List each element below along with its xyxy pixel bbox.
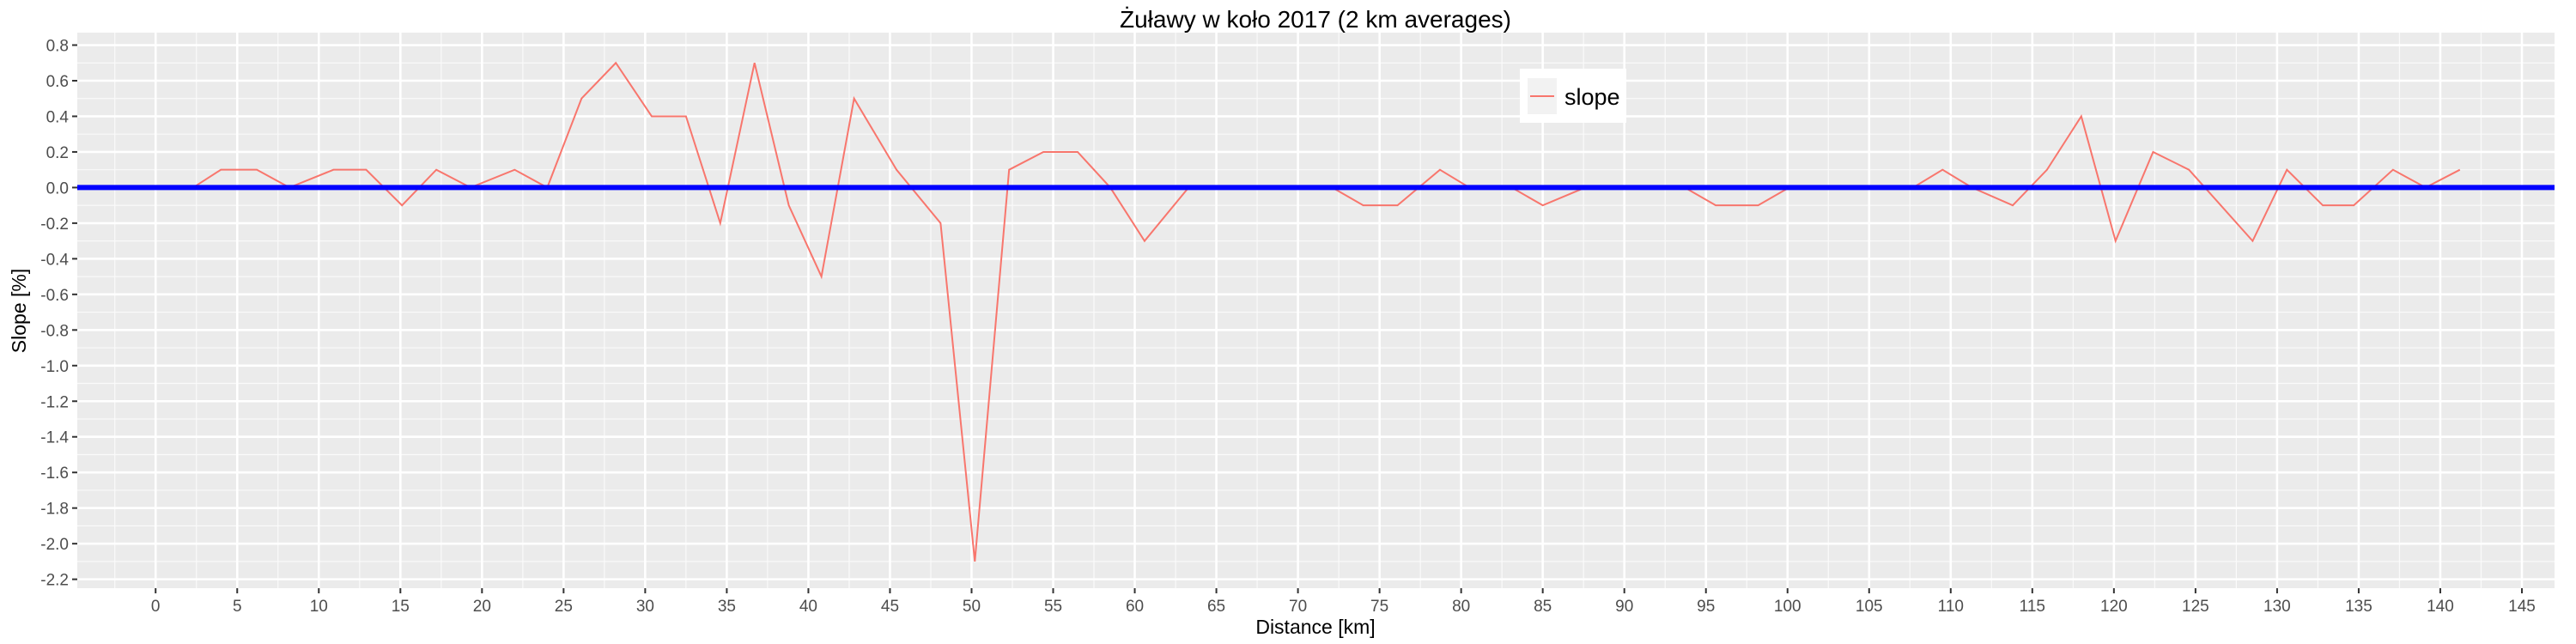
x-tick-label: 65 <box>1207 598 1225 616</box>
y-tick-label: 0.6 <box>46 73 69 91</box>
y-tick-label: -0.8 <box>40 322 69 340</box>
y-tick-label: -0.2 <box>40 216 69 234</box>
y-tick-label: -2.0 <box>40 536 69 554</box>
plot-panel <box>77 33 2555 588</box>
minor-gridlines <box>77 33 2555 588</box>
y-tick-label: 0.0 <box>46 179 69 197</box>
x-tick-label: 95 <box>1697 598 1715 616</box>
x-tick-label: 30 <box>636 598 654 616</box>
x-tick-label: 85 <box>1534 598 1552 616</box>
legend: slope <box>1520 69 1626 123</box>
x-tick-label: 110 <box>1938 598 1964 616</box>
chart-title: Żuławy w koło 2017 (2 km averages) <box>1120 6 1511 33</box>
y-axis-title: Slope [%] <box>8 269 30 353</box>
x-tick-label: 0 <box>151 598 161 616</box>
y-tick-label: -0.4 <box>40 251 69 269</box>
x-tick-label: 45 <box>881 598 899 616</box>
x-tick-label: 20 <box>473 598 491 616</box>
x-tick-label: 5 <box>233 598 242 616</box>
x-tick-label: 75 <box>1370 598 1388 616</box>
x-tick-label: 105 <box>1856 598 1883 616</box>
y-tick-label: -1.2 <box>40 393 69 411</box>
y-axis: 0.8 0.6 0.4 0.2 0.0 -0.2 -0.4 -0.6 -0.8 -1.0 -1.2 -… <box>40 38 77 590</box>
x-tick-label: 120 <box>2100 598 2128 616</box>
y-tick-label: -1.6 <box>40 465 69 483</box>
y-tick-label: -0.6 <box>40 287 69 305</box>
y-tick-label: 0.8 <box>46 38 69 56</box>
x-axis: 0 5 10 15 20 25 30 35 40 45 50 55 60 65 70 75 80 85 90 95 10… <box>151 588 2536 616</box>
y-tick-label: 0.4 <box>46 108 70 126</box>
x-tick-label: 40 <box>799 598 817 616</box>
x-tick-label: 145 <box>2508 598 2536 616</box>
x-axis-title: Distance [km] <box>1255 616 1375 638</box>
x-tick-label: 60 <box>1126 598 1144 616</box>
x-tick-label: 55 <box>1044 598 1062 616</box>
x-tick-label: 50 <box>963 598 981 616</box>
legend-label-slope: slope <box>1564 84 1620 110</box>
y-tick-label: -1.4 <box>40 429 69 447</box>
x-tick-label: 115 <box>2020 598 2045 616</box>
x-tick-label: 10 <box>310 598 328 616</box>
major-gridlines <box>77 33 2555 588</box>
x-tick-label: 80 <box>1452 598 1470 616</box>
x-tick-label: 100 <box>1774 598 1801 616</box>
x-tick-label: 25 <box>555 598 573 616</box>
x-tick-label: 70 <box>1289 598 1307 616</box>
y-tick-label: 0.2 <box>46 144 69 162</box>
x-tick-label: 140 <box>2427 598 2454 616</box>
y-tick-label: -2.2 <box>40 572 69 590</box>
y-tick-label: -1.8 <box>40 501 69 519</box>
y-tick-label: -1.0 <box>40 358 69 376</box>
x-tick-label: 135 <box>2345 598 2372 616</box>
x-tick-label: 35 <box>718 598 736 616</box>
x-tick-label: 90 <box>1615 598 1633 616</box>
x-tick-label: 130 <box>2263 598 2291 616</box>
x-tick-label: 15 <box>392 598 410 616</box>
x-tick-label: 125 <box>2182 598 2209 616</box>
